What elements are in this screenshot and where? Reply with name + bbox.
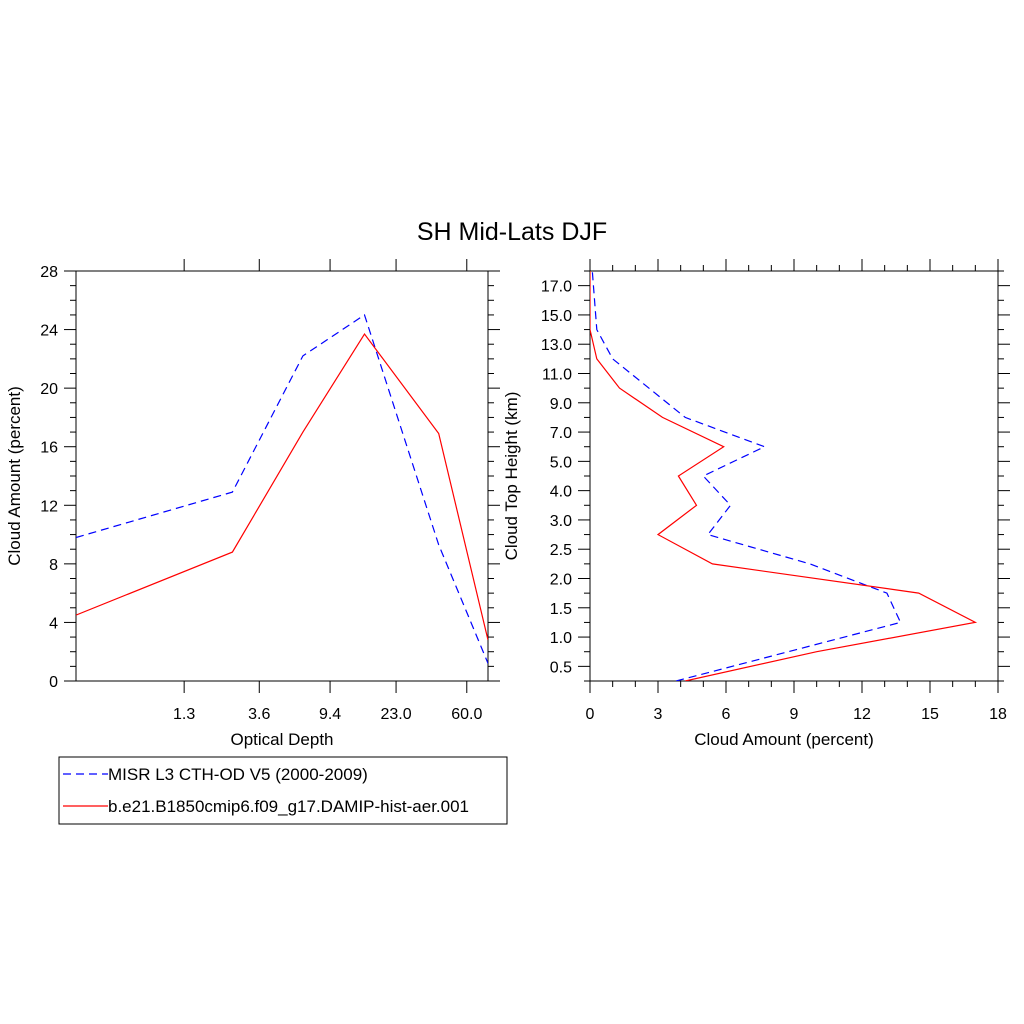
y-tick-label: 0.5: [550, 659, 572, 676]
left-plot-frame: [75, 270, 489, 682]
y-tick-label: 4.0: [550, 484, 572, 501]
chart-title: SH Mid-Lats DJF: [417, 218, 607, 246]
x-tick-label: 9.4: [319, 706, 341, 723]
y-tick-label: 20: [40, 381, 58, 398]
legend: MISR L3 CTH-OD V5 (2000-2009) b.e21.B185…: [58, 756, 508, 825]
y-tick-label: 24: [40, 323, 58, 340]
legend-box: [58, 756, 508, 825]
y-tick-label: 0: [49, 674, 58, 691]
y-axis-title: Cloud Amount (percent): [5, 386, 24, 566]
y-tick-label: 11.0: [542, 367, 572, 384]
x-tick-label: 1.3: [173, 706, 195, 723]
y-tick-label: 15.0: [541, 308, 572, 325]
optical-depth-panel: 0 4 8 12 16 20 24 28 1.3 3.6 9.4 23.0 60.0 Optical De…: [5, 259, 500, 749]
x-tick-label: 18: [989, 706, 1007, 723]
x-tick-label: 3: [654, 706, 663, 723]
x-axis-title: Optical Depth: [231, 730, 334, 749]
x-tick-label: 0: [586, 706, 595, 723]
legend-label-model: b.e21.B1850cmip6.f09_g17.DAMIP-hist-aer.…: [108, 797, 469, 816]
x-tick-label: 23.0: [380, 706, 411, 723]
x-tick-label: 15: [921, 706, 939, 723]
legend-label-misr: MISR L3 CTH-OD V5 (2000-2009): [108, 765, 368, 784]
cloud-height-panel: 0 3 6 9 12 15 18 0.5 1.0 1.5 2.0 2.5 3.0 4.0 5.0 7.0 9.0…: [502, 259, 1010, 749]
series-line-misr: [76, 313, 488, 664]
y-tick-label: 1.5: [550, 601, 572, 618]
y-tick-label: 2.0: [550, 572, 572, 589]
x-tick-label: 3.6: [248, 706, 270, 723]
y-tick-label: 12: [40, 498, 58, 515]
y-tick-label: 2.5: [550, 542, 572, 559]
y-tick-label: 13.0: [541, 337, 572, 354]
y-axis-title: Cloud Top Height (km): [502, 392, 521, 561]
y-tick-label: 1.0: [550, 630, 572, 647]
y-tick-label: 7.0: [550, 425, 572, 442]
x-tick-label: 12: [853, 706, 871, 723]
x-tick-label: 60.0: [451, 706, 482, 723]
x-tick-label: 6: [722, 706, 731, 723]
x-axis-title: Cloud Amount (percent): [694, 730, 874, 749]
y-tick-label: 9.0: [550, 396, 572, 413]
series-line-misr: [591, 271, 902, 681]
series-line-model: [76, 332, 488, 641]
y-tick-label: 3.0: [550, 513, 572, 530]
series-line-model: [590, 271, 978, 681]
y-tick-label: 16: [40, 440, 58, 457]
y-tick-label: 5.0: [550, 454, 572, 471]
y-tick-label: 4: [49, 615, 58, 632]
y-tick-label: 8: [49, 557, 58, 574]
y-tick-label: 17.0: [541, 279, 572, 296]
right-plot-frame: [589, 270, 999, 682]
x-tick-label: 9: [790, 706, 799, 723]
y-tick-label: 28: [40, 264, 58, 281]
